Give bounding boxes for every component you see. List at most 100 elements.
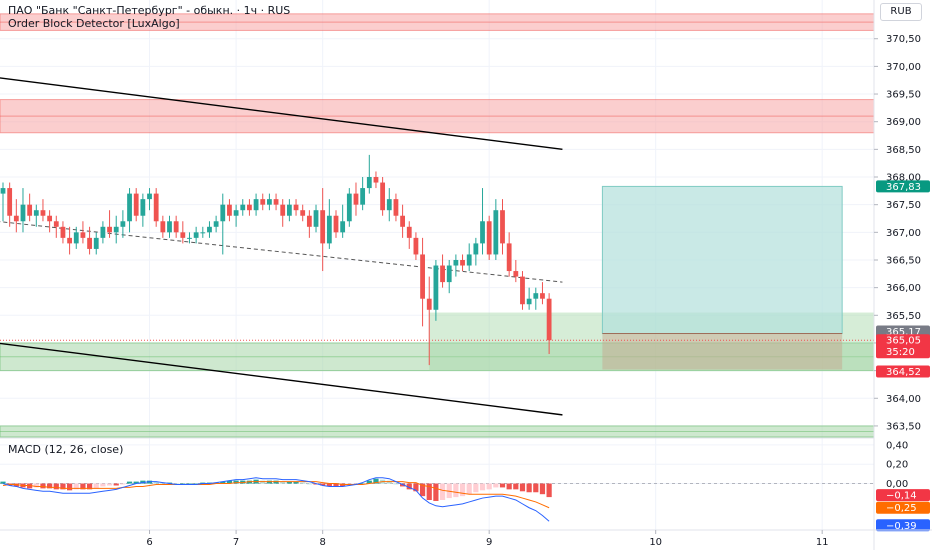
macd-histogram-bar bbox=[106, 483, 113, 486]
indicator-title[interactable]: Order Block Detector [LuxAlgo] bbox=[8, 17, 180, 30]
price-tick-label: 368,50 bbox=[886, 145, 921, 156]
candle-body bbox=[500, 210, 505, 244]
candle-body bbox=[73, 232, 79, 244]
macd-histogram-bar bbox=[126, 481, 133, 484]
position-stop-zone[interactable] bbox=[602, 333, 843, 370]
candle-body bbox=[193, 232, 199, 238]
macd-histogram-value: −0,14 bbox=[886, 491, 917, 502]
candle-body bbox=[20, 204, 26, 222]
candle-body bbox=[306, 215, 312, 227]
macd-title[interactable]: MACD (12, 26, close) bbox=[8, 443, 124, 456]
price-tick-label: 369,50 bbox=[886, 90, 921, 101]
candle-body bbox=[333, 215, 339, 233]
macd-histogram-bar bbox=[413, 483, 419, 492]
macd-histogram-bar bbox=[513, 483, 519, 490]
macd-histogram-value-bg bbox=[876, 489, 930, 502]
candle-body bbox=[133, 193, 139, 216]
price-tick-label: 370,50 bbox=[886, 34, 921, 45]
macd-histogram-bar bbox=[67, 483, 73, 491]
macd-histogram-bar bbox=[133, 481, 139, 484]
macd-histogram-bar bbox=[220, 481, 226, 484]
macd-tick-label: 0,20 bbox=[886, 460, 908, 471]
candle-body bbox=[526, 298, 532, 305]
candle-body bbox=[480, 221, 485, 244]
price-tick-label: 366,50 bbox=[886, 255, 921, 266]
currency-badge[interactable]: RUB bbox=[880, 3, 922, 21]
candle-body bbox=[406, 226, 412, 238]
macd-histogram-bar bbox=[280, 481, 286, 484]
macd-histogram-bar bbox=[360, 483, 366, 485]
candle-body bbox=[300, 210, 306, 216]
time-tick-label: 10 bbox=[649, 537, 662, 548]
price-tick-label: 369,00 bbox=[886, 117, 921, 128]
candle-body bbox=[267, 199, 272, 205]
time-tick-label: 9 bbox=[486, 537, 492, 548]
candle-body bbox=[360, 188, 366, 205]
candle-body bbox=[546, 298, 552, 341]
target-price-label: 367,83 bbox=[886, 182, 921, 193]
candle-body bbox=[93, 237, 99, 249]
candle-body bbox=[346, 193, 352, 222]
macd-histogram-bar bbox=[33, 483, 39, 488]
macd-signal-value-bg bbox=[876, 501, 930, 514]
macd-histogram-bar bbox=[499, 483, 506, 488]
price-tick-label: 367,00 bbox=[886, 228, 921, 239]
macd-histogram-bar bbox=[473, 483, 479, 493]
price-tick-label: 365,50 bbox=[886, 311, 921, 322]
candle-body bbox=[446, 265, 452, 283]
candle-body bbox=[440, 265, 445, 283]
bar-countdown-label: 35:20 bbox=[886, 347, 915, 358]
candle-body bbox=[120, 221, 126, 227]
macd-histogram-bar bbox=[320, 483, 326, 486]
candle-body bbox=[207, 226, 212, 233]
candle-body bbox=[340, 221, 346, 233]
candle-body bbox=[540, 293, 545, 299]
macd-histogram-bar bbox=[426, 483, 432, 500]
macd-histogram-bar bbox=[100, 483, 106, 487]
stop-price-label-bg bbox=[876, 365, 930, 378]
macd-histogram-bar bbox=[333, 483, 339, 487]
candle-body bbox=[506, 243, 512, 272]
candle-body bbox=[0, 188, 6, 194]
position-target-zone[interactable] bbox=[601, 185, 843, 335]
macd-histogram-bar bbox=[226, 480, 233, 484]
candle-body bbox=[33, 210, 39, 216]
trendline[interactable] bbox=[0, 77, 563, 151]
macd-histogram-bar bbox=[539, 483, 546, 495]
candle-body bbox=[40, 210, 46, 216]
time-tick-label: 6 bbox=[146, 537, 152, 548]
candle-body bbox=[7, 188, 13, 216]
macd-histogram-bar bbox=[80, 483, 86, 490]
candle-body bbox=[386, 199, 392, 211]
candle-body bbox=[167, 221, 172, 233]
price-tick-label: 368,00 bbox=[886, 173, 921, 184]
symbol-title[interactable]: ПАО "Банк "Санкт-Петербург" - обыкн. · 1… bbox=[8, 4, 291, 17]
macd-histogram-bar bbox=[60, 483, 66, 490]
candle-body bbox=[160, 221, 166, 233]
candle-body bbox=[187, 237, 192, 239]
macd-histogram-bar bbox=[506, 483, 512, 490]
candle-body bbox=[27, 204, 33, 216]
candle-body bbox=[240, 204, 246, 211]
candle-body bbox=[107, 226, 112, 233]
macd-histogram-bar bbox=[53, 483, 59, 490]
candle-body bbox=[140, 199, 146, 216]
trendline[interactable] bbox=[0, 342, 563, 416]
candle-body bbox=[286, 204, 292, 216]
macd-histogram-bar bbox=[366, 480, 372, 484]
candle-body bbox=[433, 265, 439, 310]
candle-body bbox=[200, 232, 206, 234]
dashed-trendline[interactable] bbox=[0, 221, 563, 283]
macd-line bbox=[2, 477, 550, 522]
candle-body bbox=[326, 215, 332, 244]
macd-line-value: −0,39 bbox=[886, 521, 917, 532]
price-tick-label: 367,50 bbox=[886, 200, 921, 211]
candle-body bbox=[373, 177, 379, 183]
candle-body bbox=[53, 221, 59, 227]
macd-histogram-bar bbox=[459, 483, 466, 497]
macd-histogram-bar bbox=[479, 483, 486, 491]
candle-body bbox=[380, 182, 386, 211]
macd-histogram-bar bbox=[153, 481, 159, 484]
